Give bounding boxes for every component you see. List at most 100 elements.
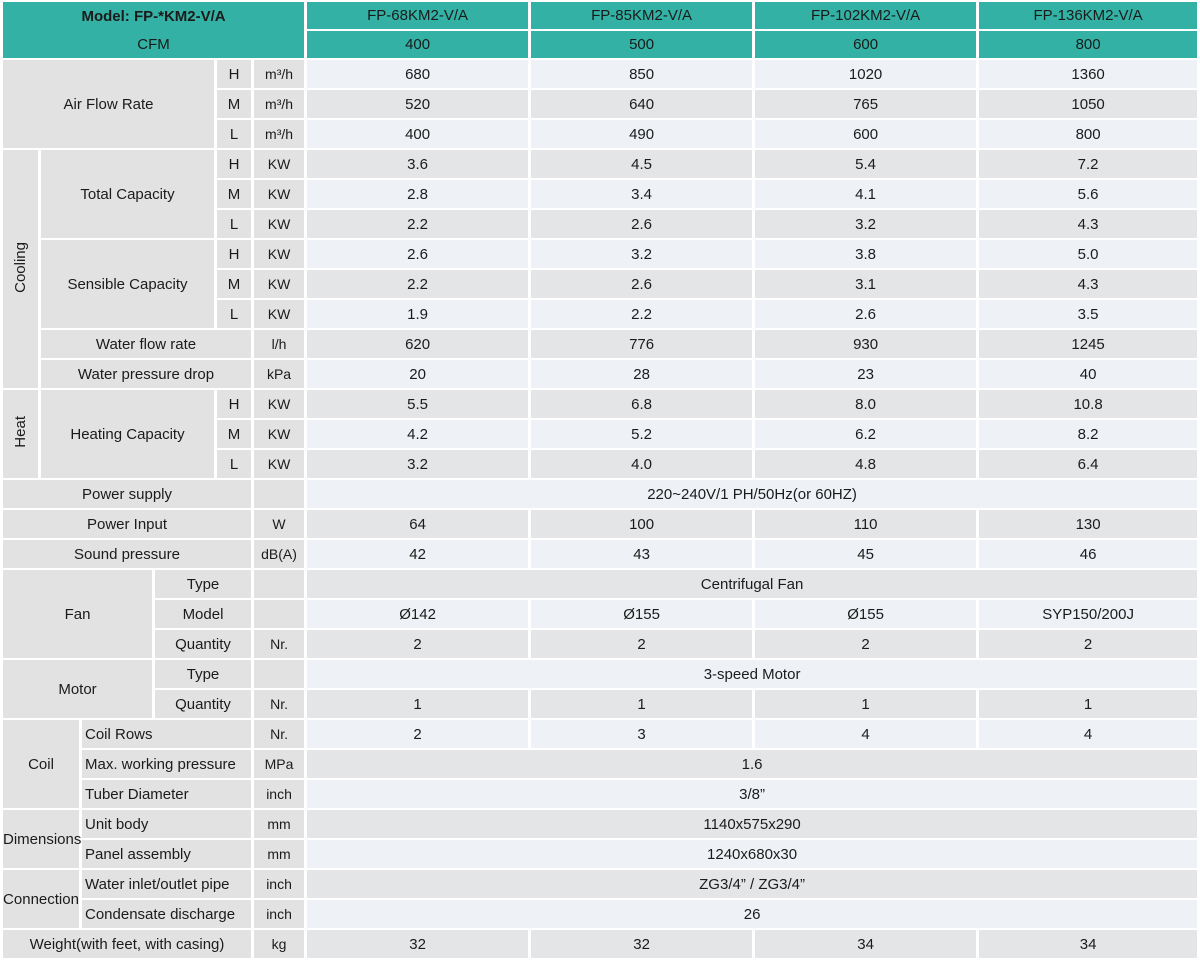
unit-cell: KW <box>254 450 305 478</box>
value-cell: 8.0 <box>755 390 977 418</box>
value-cell: 3.1 <box>755 270 977 298</box>
value-cell-tuber-diameter: 3/8” <box>307 780 1198 808</box>
value-cell: 600 <box>755 120 977 148</box>
value-cell: 7.2 <box>979 150 1198 178</box>
unit-cell: W <box>254 510 305 538</box>
cfm-value-1: 400 <box>307 31 529 58</box>
unit-cell: kg <box>254 930 305 958</box>
cfm-value-3: 600 <box>755 31 977 58</box>
unit-cell: KW <box>254 300 305 328</box>
value-cell: 23 <box>755 360 977 388</box>
value-cell: 765 <box>755 90 977 118</box>
unit-cell: MPa <box>254 750 305 778</box>
model-cfm-header-cell: Model: FP-*KM2-V/A CFM <box>3 2 305 58</box>
value-cell: 4.3 <box>979 210 1198 238</box>
value-cell: 400 <box>307 120 529 148</box>
value-cell: 640 <box>531 90 753 118</box>
value-cell: 2.6 <box>307 240 529 268</box>
value-cell: 20 <box>307 360 529 388</box>
value-cell-water-pipe: ZG3/4” / ZG3/4” <box>307 870 1198 898</box>
row-label-fan-type: Type <box>155 570 251 598</box>
speed-cell: H <box>217 240 251 268</box>
value-cell: 2.6 <box>755 300 977 328</box>
column-header-2: FP-85KM2-V/A <box>531 2 753 29</box>
value-cell-fan-type: Centrifugal Fan <box>307 570 1198 598</box>
value-cell: 4.3 <box>979 270 1198 298</box>
row-label-power-supply: Power supply <box>3 480 251 508</box>
speed-cell: H <box>217 60 251 88</box>
unit-cell: dB(A) <box>254 540 305 568</box>
cfm-title: CFM <box>137 35 170 53</box>
speed-cell: L <box>217 210 251 238</box>
value-cell: 100 <box>531 510 753 538</box>
column-header-3: FP-102KM2-V/A <box>755 2 977 29</box>
unit-cell: KW <box>254 390 305 418</box>
value-cell: 776 <box>531 330 753 358</box>
unit-cell: KW <box>254 420 305 448</box>
speed-cell: H <box>217 150 251 178</box>
model-title: Model: FP-*KM2-V/A <box>81 7 226 25</box>
value-cell: 5.0 <box>979 240 1198 268</box>
value-cell: 4 <box>979 720 1198 748</box>
value-cell: 6.8 <box>531 390 753 418</box>
row-label-motor-quantity: Quantity <box>155 690 251 718</box>
value-cell: 110 <box>755 510 977 538</box>
row-label-sensible-capacity: Sensible Capacity <box>41 240 214 328</box>
speed-cell: M <box>217 180 251 208</box>
unit-cell: mm <box>254 810 305 838</box>
group-label-dimensions: Dimensions <box>3 810 81 868</box>
unit-cell: m³/h <box>254 60 305 88</box>
row-label-air-flow-rate: Air Flow Rate <box>3 60 214 148</box>
value-cell: 64 <box>307 510 529 538</box>
value-cell: 46 <box>979 540 1198 568</box>
speed-cell: L <box>217 120 251 148</box>
value-cell: 2.2 <box>307 210 529 238</box>
value-cell: 5.4 <box>755 150 977 178</box>
row-label-coil-rows: Coil Rows <box>82 720 251 748</box>
value-cell-motor-type: 3-speed Motor <box>307 660 1198 688</box>
row-label-tuber-diameter: Tuber Diameter <box>82 780 251 808</box>
value-cell-panel-assembly: 1240x680x30 <box>307 840 1198 868</box>
value-cell: SYP150/200J <box>979 600 1198 628</box>
group-label-connection: Connection <box>3 870 79 928</box>
value-cell: 800 <box>979 120 1198 148</box>
value-cell: 1 <box>531 690 753 718</box>
row-label-power-input: Power Input <box>3 510 251 538</box>
value-cell: 4.1 <box>755 180 977 208</box>
row-label-total-capacity: Total Capacity <box>41 150 214 238</box>
speed-cell: M <box>217 420 251 448</box>
speed-cell: L <box>217 300 251 328</box>
row-label-unit-body: Unit body <box>82 810 251 838</box>
value-cell: 3.2 <box>531 240 753 268</box>
value-cell: 1050 <box>979 90 1198 118</box>
value-cell: 42 <box>307 540 529 568</box>
value-cell: 2.6 <box>531 270 753 298</box>
value-cell: 3.4 <box>531 180 753 208</box>
value-cell: 620 <box>307 330 529 358</box>
value-cell: 34 <box>755 930 977 958</box>
row-label-fan-model: Model <box>155 600 251 628</box>
value-cell: 3.8 <box>755 240 977 268</box>
group-label-fan: Fan <box>3 570 152 658</box>
value-cell: 2 <box>307 630 529 658</box>
value-cell: 3.6 <box>307 150 529 178</box>
value-cell: 1245 <box>979 330 1198 358</box>
value-cell: 680 <box>307 60 529 88</box>
value-cell: 4.2 <box>307 420 529 448</box>
value-cell: 930 <box>755 330 977 358</box>
value-cell: 32 <box>531 930 753 958</box>
value-cell: 6.4 <box>979 450 1198 478</box>
row-label-heating-capacity: Heating Capacity <box>41 390 214 478</box>
value-cell: 6.2 <box>755 420 977 448</box>
unit-cell-empty <box>254 480 305 508</box>
value-cell: 3.5 <box>979 300 1198 328</box>
unit-cell: KW <box>254 240 305 268</box>
unit-cell: KW <box>254 210 305 238</box>
unit-cell: m³/h <box>254 120 305 148</box>
value-cell: 3.2 <box>307 450 529 478</box>
value-cell: 10.8 <box>979 390 1198 418</box>
unit-cell: inch <box>254 780 305 808</box>
row-label-sound-pressure: Sound pressure <box>3 540 251 568</box>
row-label-weight: Weight(with feet, with casing) <box>3 930 251 958</box>
value-cell: 490 <box>531 120 753 148</box>
